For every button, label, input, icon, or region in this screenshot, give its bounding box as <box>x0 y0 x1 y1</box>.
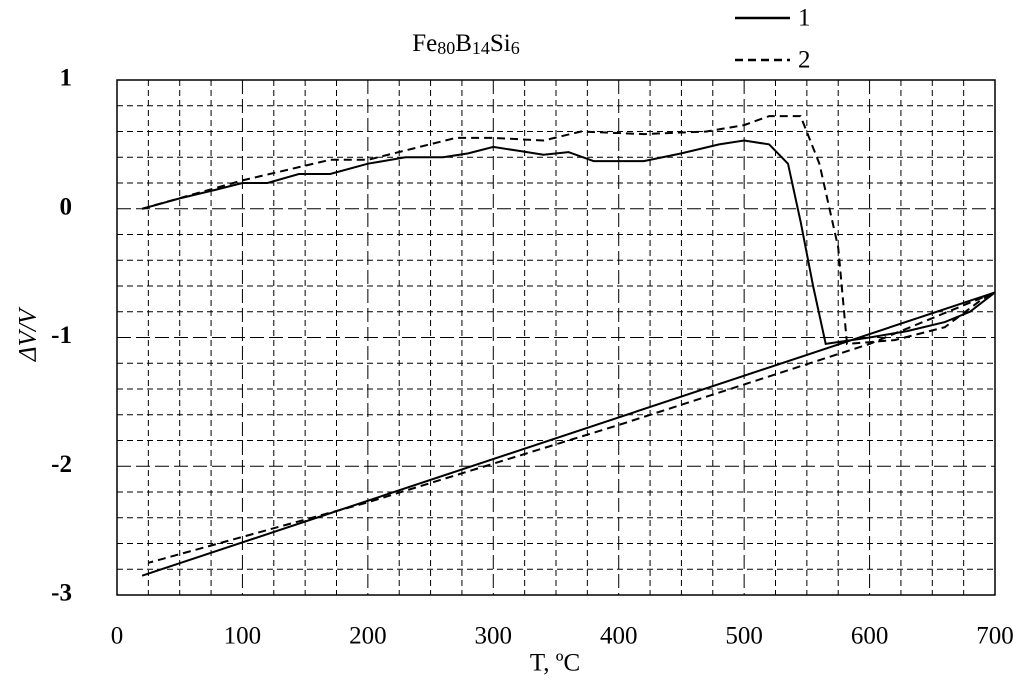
y-tick-label: -1 <box>51 322 72 349</box>
x-tick-label: 500 <box>725 623 763 650</box>
x-tick-label: 100 <box>224 623 262 650</box>
title-subscript: 14 <box>472 38 490 58</box>
x-tick-label: 400 <box>600 623 638 650</box>
data-line <box>141 139 996 577</box>
y-tick-label: 1 <box>60 65 73 92</box>
legend-label: 2 <box>798 47 811 74</box>
y-tick-label: -3 <box>51 580 72 607</box>
x-tick-label: 300 <box>475 623 513 650</box>
title-part: B <box>455 30 472 57</box>
x-axis-label: T, ºC <box>530 650 580 677</box>
title-part: Fe <box>412 30 437 57</box>
chart-title: Fe80B14Si6 <box>412 30 520 58</box>
plot-frame <box>116 79 996 596</box>
y-tick-label: 0 <box>60 193 73 220</box>
legend-label: 1 <box>798 5 811 32</box>
x-tick-label: 200 <box>349 623 387 650</box>
title-part: Si <box>490 30 511 57</box>
y-axis-label: ΔV/V <box>15 306 42 362</box>
data-line <box>141 115 996 564</box>
title-subscript: 6 <box>511 38 520 58</box>
title-subscript: 80 <box>437 38 455 58</box>
x-tick-label: 700 <box>976 623 1014 650</box>
x-tick-label: 600 <box>851 623 889 650</box>
y-tick-label: -2 <box>51 451 72 478</box>
x-tick-label: 0 <box>111 623 124 650</box>
